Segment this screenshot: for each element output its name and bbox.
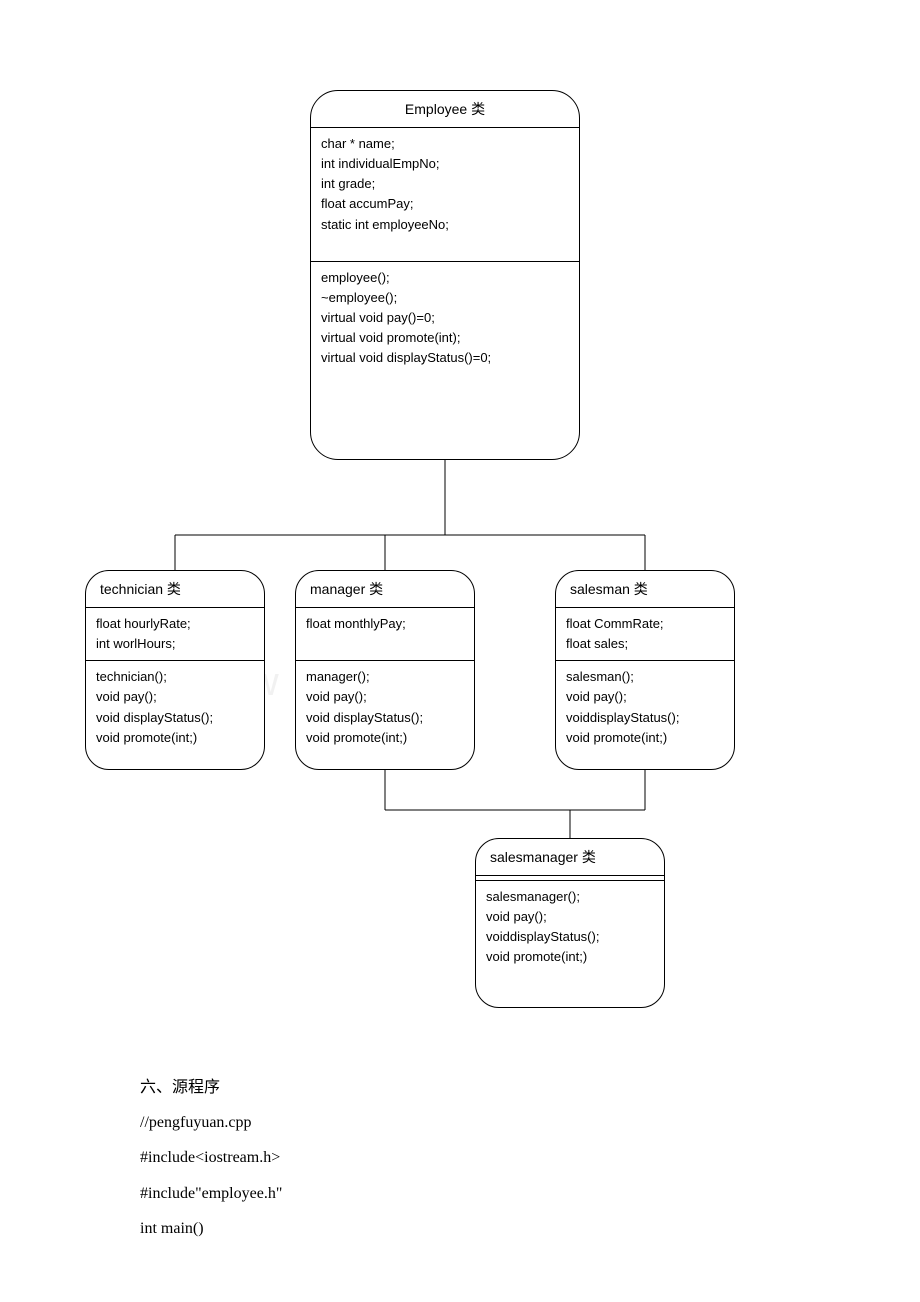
class-employee-methods: employee(); ~employee(); virtual void pa… (311, 262, 579, 395)
class-manager-title: manager 类 (296, 571, 474, 608)
class-salesman: salesman 类 float CommRate; float sales; … (555, 570, 735, 770)
class-diagram: www b c Employee 类 char * name; int indi… (0, 0, 920, 1060)
class-salesman-attrs: float CommRate; float sales; (556, 608, 734, 661)
code-line: #include"employee.h" (140, 1176, 780, 1211)
class-employee-attrs: char * name; int individualEmpNo; int gr… (311, 128, 579, 262)
code-line: #include<iostream.h> (140, 1140, 780, 1175)
class-employee-title: Employee 类 (311, 91, 579, 128)
class-manager: manager 类 float monthlyPay; manager(); v… (295, 570, 475, 770)
class-technician: technician 类 float hourlyRate; int worlH… (85, 570, 265, 770)
class-technician-methods: technician(); void pay(); void displaySt… (86, 661, 264, 754)
section-heading: 六、源程序 (140, 1070, 780, 1105)
source-code-section: 六、源程序 //pengfuyuan.cpp #include<iostream… (0, 1060, 920, 1286)
code-line: int main() (140, 1211, 780, 1246)
class-technician-title: technician 类 (86, 571, 264, 608)
class-salesmanager-methods: salesmanager(); void pay(); voiddisplayS… (476, 881, 664, 974)
class-salesmanager-title: salesmanager 类 (476, 839, 664, 876)
class-salesman-methods: salesman(); void pay(); voiddisplayStatu… (556, 661, 734, 754)
class-manager-methods: manager(); void pay(); void displayStatu… (296, 661, 474, 754)
class-manager-attrs: float monthlyPay; (296, 608, 474, 661)
class-salesmanager: salesmanager 类 salesmanager(); void pay(… (475, 838, 665, 1008)
class-employee: Employee 类 char * name; int individualEm… (310, 90, 580, 460)
code-line: //pengfuyuan.cpp (140, 1105, 780, 1140)
class-salesman-title: salesman 类 (556, 571, 734, 608)
class-technician-attrs: float hourlyRate; int worlHours; (86, 608, 264, 661)
